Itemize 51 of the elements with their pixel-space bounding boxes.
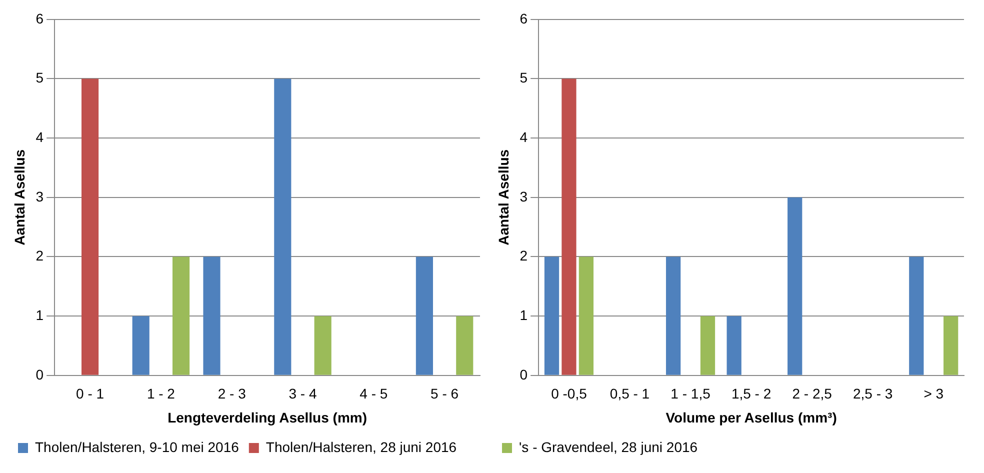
bar <box>274 78 292 375</box>
x-tick-label: 4 - 5 <box>360 386 388 402</box>
bar <box>700 316 716 375</box>
y-tick-label: 3 <box>36 188 44 204</box>
y-tick-label: 4 <box>520 128 528 145</box>
y-tick-label: 6 <box>520 10 528 26</box>
y-axis-title: Aantal Asellus <box>11 149 28 246</box>
y-tick-label: 0 <box>520 366 528 382</box>
x-tick-label: 2 - 3 <box>218 386 246 402</box>
bar <box>726 316 742 375</box>
bar <box>314 316 332 375</box>
bar <box>788 197 802 375</box>
bar <box>82 78 99 375</box>
bar <box>562 78 576 375</box>
bar <box>544 256 560 375</box>
bar <box>172 256 190 375</box>
x-tick-label: 1,5 - 2 <box>731 386 772 402</box>
x-tick-label: 1 - 1,5 <box>670 386 711 402</box>
x-tick-label: 3 - 4 <box>288 386 317 402</box>
y-tick-label: 4 <box>36 128 44 145</box>
bar <box>132 316 150 375</box>
y-tick-label: 6 <box>36 10 44 26</box>
y-tick-label: 3 <box>520 188 528 204</box>
x-tick-label: 0,5 - 1 <box>610 386 650 402</box>
x-tick-label: 0 -0,5 <box>551 386 588 402</box>
bar <box>944 316 958 375</box>
x-tick-label: 2 - 2,5 <box>792 386 832 402</box>
x-tick-label: 2,5 - 3 <box>852 386 893 402</box>
bar <box>456 316 474 375</box>
y-tick-label: 2 <box>520 248 528 264</box>
bar <box>578 256 594 375</box>
y-tick-label: 0 <box>36 366 44 382</box>
x-tick-label: 5 - 6 <box>430 386 459 402</box>
bar <box>909 256 924 375</box>
bar <box>203 256 220 375</box>
x-tick-label: > 3 <box>924 386 944 402</box>
y-axis-title: Aantal Asellus <box>495 149 512 246</box>
legend-label: Tholen/Halsteren, 9-10 mei 2016 <box>35 438 240 455</box>
x-tick-label: 1 - 2 <box>146 386 176 402</box>
y-tick-label: 1 <box>36 306 44 323</box>
x-axis-title: Lengteverdeling Asellus (mm) <box>168 409 368 426</box>
y-tick-label: 5 <box>36 70 44 86</box>
x-axis-title: Volume per Asellus (mm³) <box>666 409 837 426</box>
legend-label: Tholen/Halsteren, 28 juni 2016 <box>266 438 457 455</box>
bar <box>416 256 433 375</box>
y-tick-label: 1 <box>520 306 528 323</box>
y-tick-label: 5 <box>520 70 528 86</box>
bar <box>666 256 681 375</box>
x-tick-label: 0 - 1 <box>76 386 104 402</box>
y-tick-label: 2 <box>36 248 44 264</box>
legend-label: 's - Gravendeel, 28 juni 2016 <box>519 438 698 455</box>
